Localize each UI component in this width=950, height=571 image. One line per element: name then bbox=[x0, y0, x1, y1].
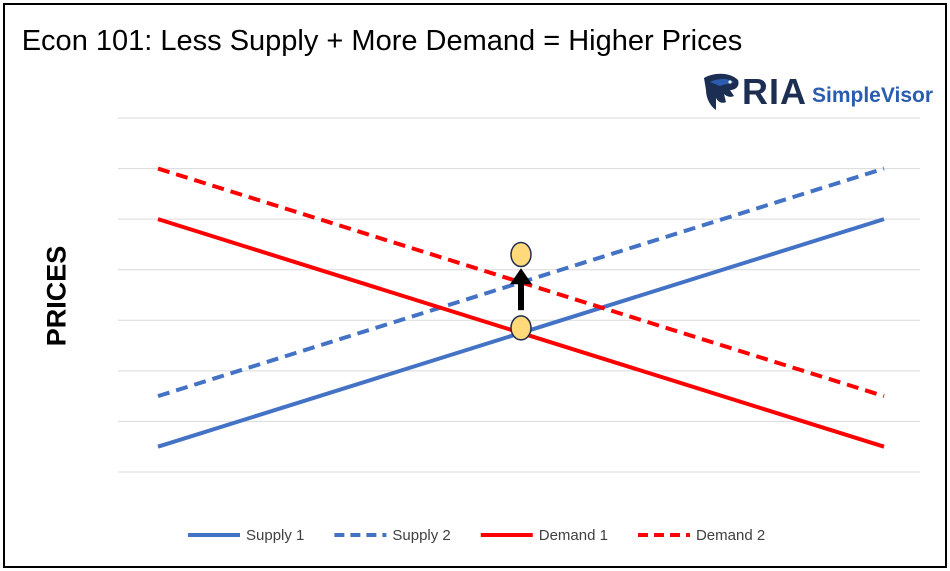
gridlines bbox=[118, 117, 920, 473]
legend-label: Demand 1 bbox=[539, 527, 608, 544]
annotations bbox=[510, 241, 532, 341]
equilibrium-point bbox=[510, 315, 532, 341]
logo-brand-text: RIA bbox=[742, 71, 807, 112]
arrow-up-icon bbox=[510, 268, 532, 285]
equilibrium-point bbox=[510, 241, 532, 268]
legend-label: Supply 2 bbox=[392, 527, 450, 544]
logo-product-text: SimpleVisor bbox=[812, 84, 933, 107]
ria-simplevisor-logo: RIA SimpleVisor bbox=[700, 70, 933, 114]
chart-frame bbox=[3, 3, 947, 568]
eagle-icon bbox=[704, 73, 739, 110]
legend-label: Supply 1 bbox=[246, 527, 304, 544]
chart-title: Econ 101: Less Supply + More Demand = Hi… bbox=[21, 25, 743, 57]
legend: Supply 1 Supply 2 Demand 1 Demand 2 bbox=[188, 527, 765, 544]
legend-label: Demand 2 bbox=[696, 527, 765, 544]
